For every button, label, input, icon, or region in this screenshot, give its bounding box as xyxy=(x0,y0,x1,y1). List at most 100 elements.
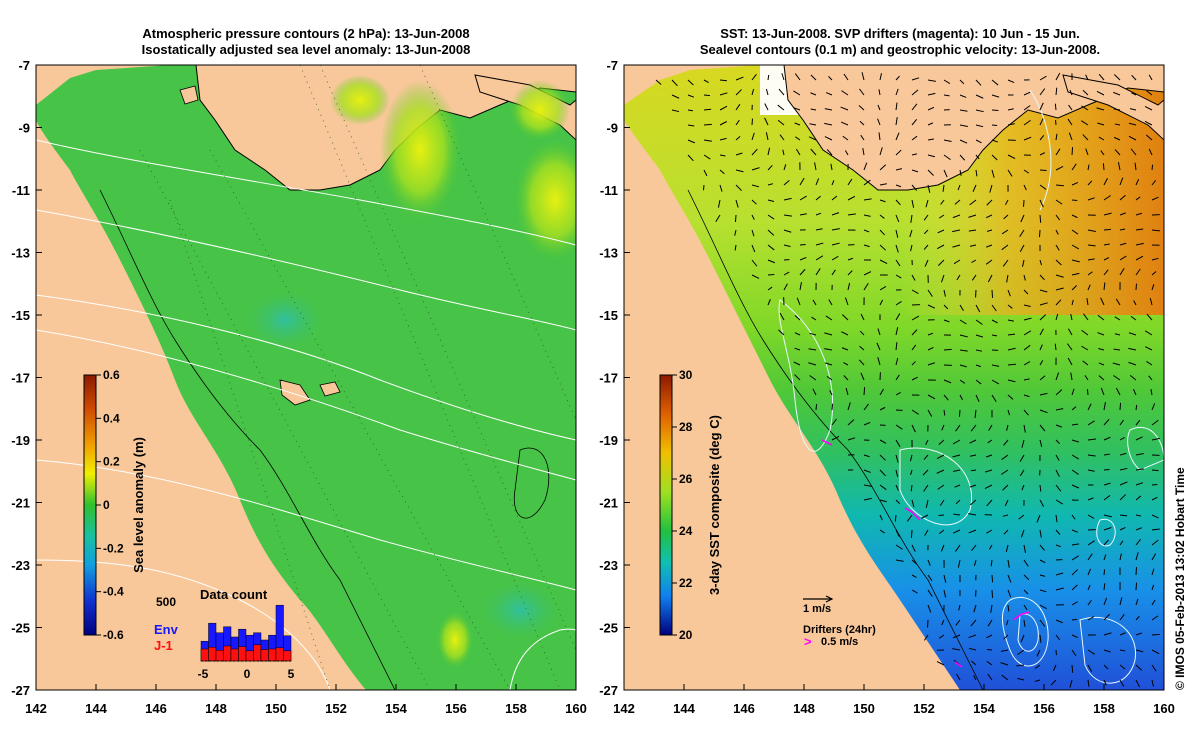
velocity-arrow xyxy=(1071,634,1078,638)
velocity-arrow xyxy=(1119,540,1124,546)
velocity-arrow xyxy=(1119,255,1127,261)
velocity-arrow xyxy=(1119,494,1127,501)
histogram-bars xyxy=(200,604,292,662)
velocity-arrow xyxy=(879,299,884,306)
velocity-arrow xyxy=(1003,214,1009,220)
velocity-arrow xyxy=(927,559,931,566)
velocity-arrow xyxy=(1055,572,1064,576)
velocity-arrow xyxy=(1087,420,1095,426)
velocity-arrow xyxy=(1071,664,1074,673)
velocity-arrow xyxy=(783,214,792,217)
velocity-arrow xyxy=(799,243,806,246)
velocity-arrow xyxy=(783,180,790,186)
drifter-key-symbol: > xyxy=(804,634,812,649)
velocity-arrow xyxy=(1114,316,1121,321)
left-colorbar-tick-label: 0.2 xyxy=(103,455,120,469)
right-bathy-contour xyxy=(687,189,984,690)
histogram-x-tick-label: 0 xyxy=(244,667,251,681)
velocity-arrow xyxy=(777,104,785,111)
velocity-arrow xyxy=(863,271,872,276)
velocity-arrow xyxy=(1151,615,1159,621)
velocity-arrow xyxy=(973,559,977,567)
velocity-arrow xyxy=(1006,619,1009,626)
velocity-arrow xyxy=(910,529,913,538)
velocity-arrow xyxy=(975,334,984,338)
velocity-arrow xyxy=(1039,75,1047,81)
velocity-arrow xyxy=(1082,360,1089,366)
velocity-arrow xyxy=(1004,499,1009,507)
velocity-arrow xyxy=(958,604,961,611)
velocity-arrow xyxy=(941,274,945,283)
velocity-arrow xyxy=(894,514,897,522)
velocity-arrow xyxy=(986,634,993,639)
velocity-arrow xyxy=(824,108,833,111)
velocity-arrow xyxy=(1007,394,1014,400)
velocity-arrow xyxy=(1055,299,1062,306)
velocity-arrow xyxy=(927,122,934,126)
velocity-arrow xyxy=(809,375,817,381)
left-yellow-blob xyxy=(380,80,460,220)
velocity-arrow xyxy=(975,139,982,144)
velocity-arrow xyxy=(911,89,919,96)
velocity-arrow xyxy=(986,199,993,206)
velocity-arrow xyxy=(1087,616,1095,621)
velocity-arrow xyxy=(751,199,757,205)
velocity-arrow xyxy=(1087,244,1096,247)
velocity-arrow xyxy=(671,109,680,113)
right-x-tick-label: 144 xyxy=(673,701,695,716)
velocity-arrow xyxy=(767,299,771,306)
velocity-arrow xyxy=(911,499,915,508)
velocity-arrow xyxy=(831,418,837,426)
drifter-key-title: Drifters (24hr) xyxy=(803,624,876,636)
velocity-arrow xyxy=(895,391,901,396)
velocity-arrow xyxy=(1016,664,1025,667)
left-yellow-blob xyxy=(437,612,473,668)
velocity-arrow xyxy=(825,315,833,321)
velocity-arrow xyxy=(1098,375,1105,381)
left-y-tick-label: -23 xyxy=(11,558,30,573)
velocity-arrow xyxy=(779,134,785,141)
right-png-land xyxy=(783,65,1164,191)
velocity-arrow xyxy=(831,180,835,186)
velocity-arrow xyxy=(955,499,961,505)
velocity-arrow xyxy=(1148,148,1153,156)
velocity-arrow xyxy=(895,342,898,351)
velocity-arrow xyxy=(831,195,838,201)
velocity-arrow xyxy=(927,106,935,111)
velocity-arrow xyxy=(794,347,801,351)
velocity-arrow xyxy=(991,169,995,178)
velocity-key-label: 1 m/s xyxy=(803,603,831,615)
velocity-arrow xyxy=(1128,135,1137,141)
velocity-arrow xyxy=(968,634,977,639)
velocity-arrow xyxy=(943,319,950,323)
velocity-arrow xyxy=(943,154,951,161)
left-teal-blob xyxy=(480,580,560,640)
velocity-arrow xyxy=(859,345,865,351)
velocity-arrow xyxy=(843,375,849,381)
velocity-arrow xyxy=(751,167,760,171)
velocity-arrow xyxy=(735,199,739,208)
velocity-arrow xyxy=(1129,108,1137,111)
velocity-arrow xyxy=(923,229,929,235)
velocity-arrow xyxy=(986,229,993,232)
velocity-arrow xyxy=(987,439,993,444)
velocity-arrow xyxy=(1023,304,1031,308)
velocity-arrow xyxy=(1087,679,1090,687)
velocity-arrow xyxy=(1006,424,1009,431)
velocity-arrow xyxy=(1119,452,1127,456)
velocity-arrow xyxy=(1071,244,1080,250)
velocity-arrow xyxy=(1103,436,1111,441)
velocity-arrow xyxy=(936,661,945,666)
velocity-arrow xyxy=(1151,584,1155,591)
velocity-arrow xyxy=(969,484,977,488)
histogram-j1-bar xyxy=(283,650,292,662)
velocity-arrow xyxy=(1148,375,1153,381)
velocity-arrow xyxy=(1135,615,1140,621)
velocity-arrow xyxy=(879,229,885,236)
velocity-arrow xyxy=(1039,302,1048,306)
velocity-arrow xyxy=(1086,298,1089,306)
velocity-arrow xyxy=(815,242,824,246)
velocity-arrow xyxy=(959,349,968,352)
velocity-arrow xyxy=(1055,634,1061,641)
velocity-arrow xyxy=(971,259,977,263)
